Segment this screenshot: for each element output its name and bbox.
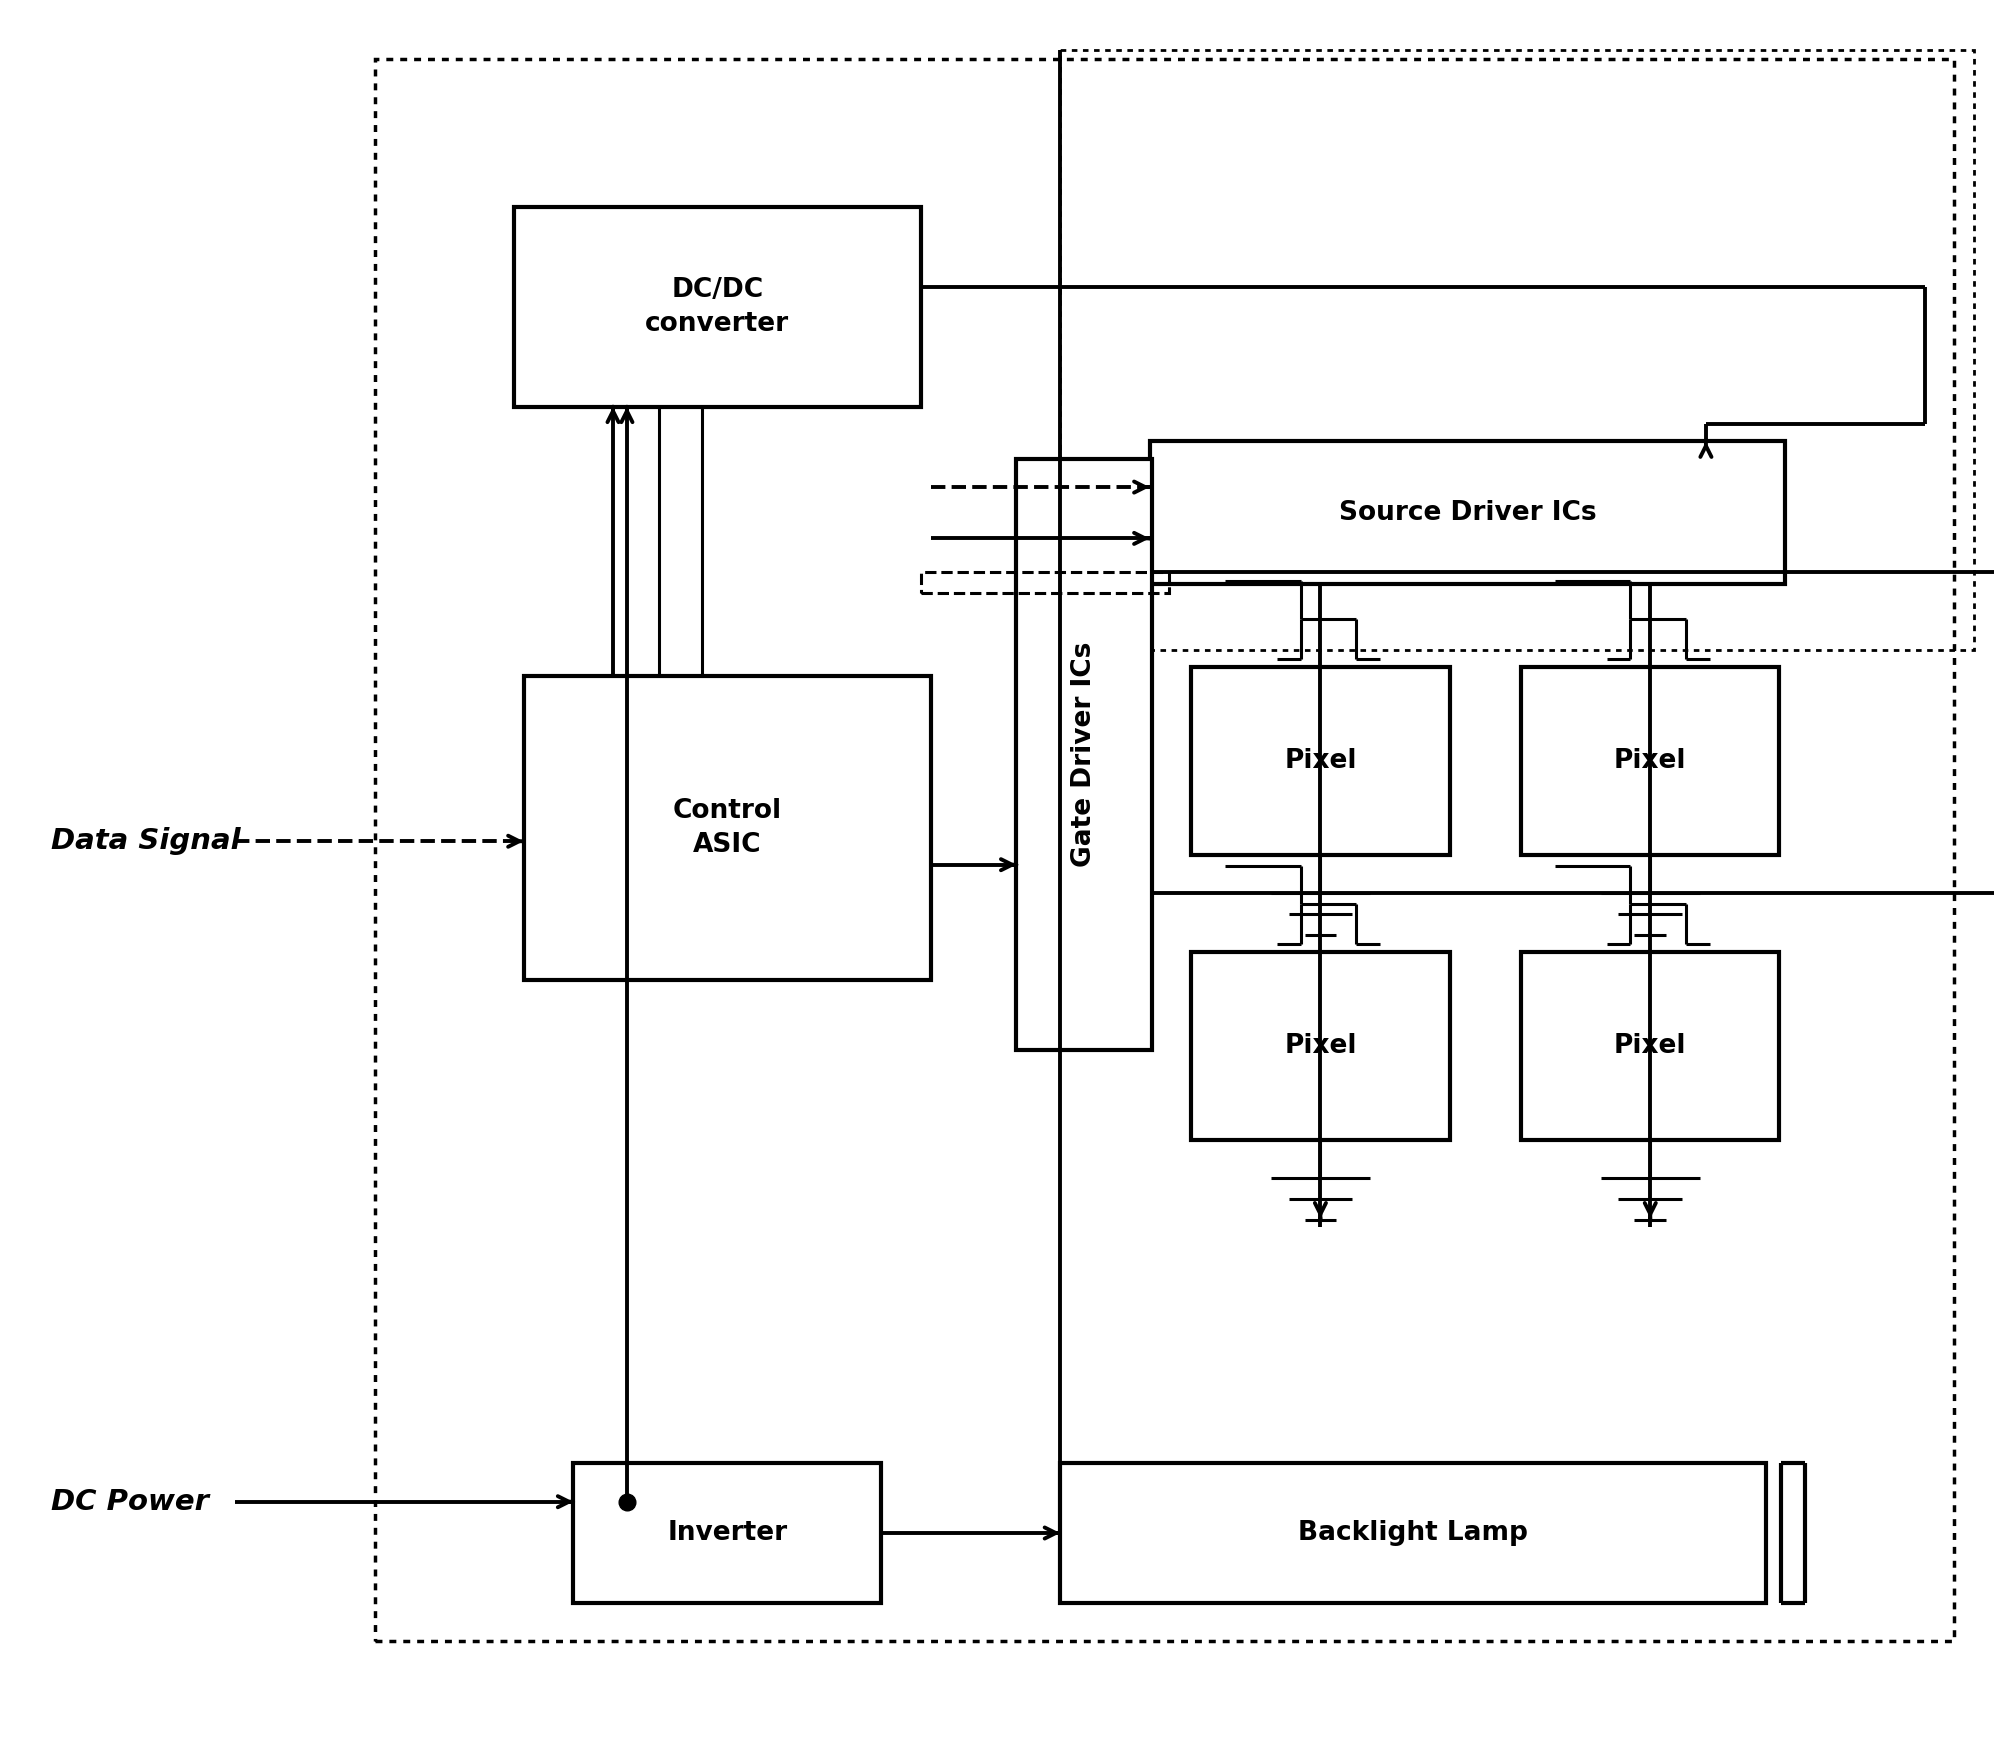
Text: Gate Driver ICs: Gate Driver ICs <box>1071 641 1097 867</box>
Bar <box>572 1463 880 1603</box>
Bar <box>514 207 920 406</box>
Text: Control
ASIC: Control ASIC <box>672 799 782 858</box>
Bar <box>1149 442 1785 583</box>
Text: DC Power: DC Power <box>50 1487 208 1515</box>
Bar <box>1017 459 1151 1049</box>
Bar <box>1521 668 1779 855</box>
Text: Pixel: Pixel <box>1285 748 1357 774</box>
Text: DC/DC
converter: DC/DC converter <box>644 277 790 336</box>
Text: Pixel: Pixel <box>1615 1034 1687 1060</box>
Bar <box>1191 953 1449 1141</box>
Bar <box>1061 51 1975 650</box>
Text: Backlight Lamp: Backlight Lamp <box>1299 1521 1527 1545</box>
Text: Inverter: Inverter <box>666 1521 786 1545</box>
Text: Pixel: Pixel <box>1285 1034 1357 1060</box>
Text: Pixel: Pixel <box>1615 748 1687 774</box>
Bar <box>920 571 1169 592</box>
Text: Data Signal: Data Signal <box>50 827 240 855</box>
Text: Source Driver ICs: Source Driver ICs <box>1339 499 1597 526</box>
Bar <box>1061 1463 1765 1603</box>
Bar <box>524 676 930 981</box>
Bar <box>1191 668 1449 855</box>
Bar <box>374 60 1955 1642</box>
Bar <box>1521 953 1779 1141</box>
